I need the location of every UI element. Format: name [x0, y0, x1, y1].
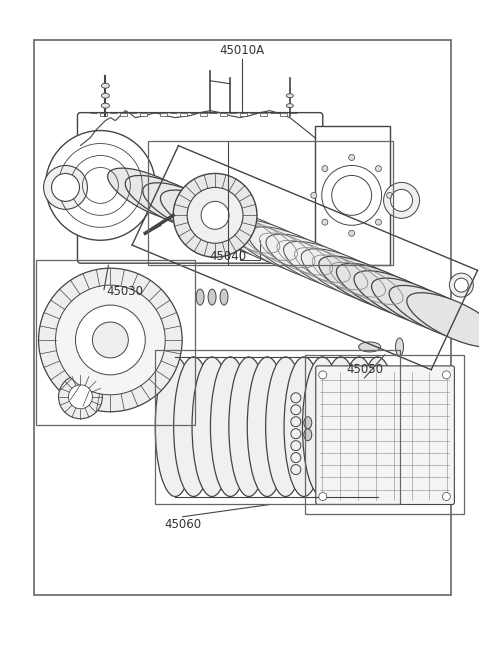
Ellipse shape	[339, 357, 379, 496]
Circle shape	[449, 273, 473, 297]
Ellipse shape	[229, 357, 269, 496]
Ellipse shape	[160, 190, 256, 245]
Ellipse shape	[174, 357, 214, 496]
Circle shape	[348, 231, 355, 236]
Ellipse shape	[196, 289, 204, 305]
Text: 45030: 45030	[106, 285, 143, 298]
Ellipse shape	[372, 278, 467, 333]
Ellipse shape	[213, 212, 309, 267]
Circle shape	[173, 174, 257, 257]
Ellipse shape	[265, 357, 306, 496]
Ellipse shape	[266, 234, 361, 289]
Ellipse shape	[359, 342, 381, 352]
Circle shape	[69, 385, 93, 409]
Circle shape	[56, 285, 165, 395]
Ellipse shape	[396, 338, 404, 356]
Bar	[220, 113, 227, 116]
Ellipse shape	[101, 103, 109, 108]
Ellipse shape	[389, 286, 480, 340]
Ellipse shape	[304, 417, 312, 429]
Bar	[200, 113, 207, 116]
Bar	[240, 113, 247, 116]
Ellipse shape	[210, 357, 251, 496]
Circle shape	[93, 322, 128, 358]
Circle shape	[391, 189, 412, 212]
Bar	[100, 113, 108, 116]
Circle shape	[443, 493, 450, 500]
Circle shape	[443, 371, 450, 379]
Circle shape	[201, 201, 229, 229]
Circle shape	[322, 219, 328, 225]
Ellipse shape	[143, 183, 238, 237]
Circle shape	[44, 166, 87, 210]
Circle shape	[187, 187, 243, 243]
Circle shape	[322, 166, 328, 172]
Text: 45060: 45060	[164, 518, 201, 531]
Ellipse shape	[287, 94, 293, 98]
Circle shape	[319, 371, 327, 379]
Ellipse shape	[287, 103, 293, 107]
Bar	[315, 126, 390, 265]
Text: 45050: 45050	[346, 364, 383, 377]
Bar	[260, 113, 267, 116]
Bar	[34, 40, 451, 595]
Bar	[140, 113, 147, 116]
Circle shape	[38, 268, 182, 412]
Ellipse shape	[231, 219, 326, 274]
Ellipse shape	[155, 357, 195, 496]
Ellipse shape	[321, 357, 361, 496]
Bar	[180, 113, 187, 116]
Bar	[36, 260, 195, 424]
Circle shape	[75, 305, 145, 375]
Ellipse shape	[247, 357, 287, 496]
FancyBboxPatch shape	[316, 366, 455, 504]
Ellipse shape	[301, 249, 396, 303]
FancyBboxPatch shape	[77, 113, 323, 263]
Ellipse shape	[319, 256, 414, 310]
Circle shape	[348, 155, 355, 160]
Circle shape	[455, 278, 468, 292]
Circle shape	[311, 193, 317, 198]
Ellipse shape	[336, 263, 432, 318]
Ellipse shape	[178, 197, 273, 252]
Bar	[155, 350, 399, 504]
Ellipse shape	[358, 357, 397, 496]
Ellipse shape	[354, 271, 449, 326]
Ellipse shape	[192, 357, 232, 496]
Circle shape	[386, 193, 393, 198]
Ellipse shape	[196, 205, 291, 259]
Circle shape	[319, 493, 327, 500]
Bar	[148, 141, 393, 265]
Circle shape	[384, 183, 420, 218]
Circle shape	[46, 130, 155, 240]
Ellipse shape	[101, 93, 109, 98]
Ellipse shape	[302, 357, 342, 496]
Circle shape	[59, 375, 102, 419]
Ellipse shape	[220, 289, 228, 305]
Ellipse shape	[304, 429, 312, 441]
Ellipse shape	[284, 242, 379, 296]
Ellipse shape	[407, 293, 480, 347]
Bar	[160, 113, 167, 116]
Text: 45010A: 45010A	[220, 44, 265, 57]
Ellipse shape	[208, 289, 216, 305]
Bar	[280, 113, 287, 116]
Circle shape	[375, 219, 382, 225]
Text: 45040: 45040	[209, 250, 247, 263]
Ellipse shape	[108, 168, 203, 223]
Circle shape	[375, 166, 382, 172]
Bar	[120, 113, 127, 116]
Ellipse shape	[101, 83, 109, 88]
Circle shape	[51, 174, 80, 201]
Bar	[305, 355, 464, 514]
Ellipse shape	[249, 227, 344, 282]
Ellipse shape	[125, 176, 220, 230]
Ellipse shape	[284, 357, 324, 496]
